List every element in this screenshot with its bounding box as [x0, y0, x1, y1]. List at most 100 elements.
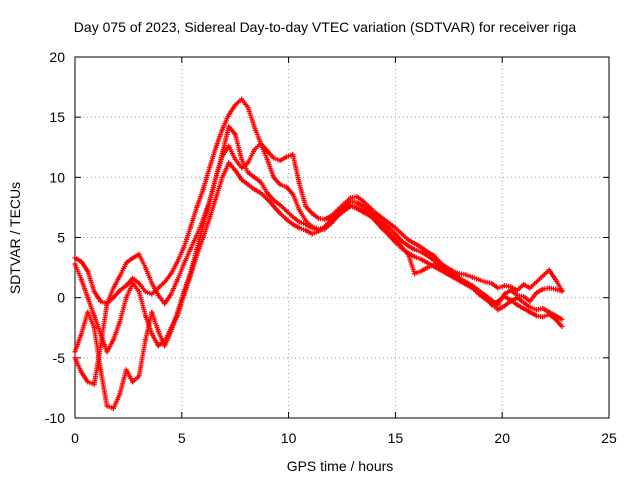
- data-point: [540, 286, 546, 292]
- data-point: [239, 156, 245, 162]
- data-point: [392, 239, 398, 245]
- data-point: [399, 231, 405, 237]
- data-point: [162, 338, 168, 344]
- data-point: [354, 204, 360, 210]
- data-point: [399, 238, 405, 244]
- data-point: [508, 287, 514, 293]
- data-point: [540, 314, 546, 320]
- data-point: [85, 268, 91, 274]
- data-point: [316, 228, 322, 234]
- data-point: [98, 367, 104, 373]
- data-point: [130, 255, 136, 261]
- data-point: [290, 221, 296, 227]
- data-point: [264, 190, 270, 196]
- data-point: [251, 147, 257, 153]
- x-tick-label: 10: [281, 430, 297, 446]
- series-track-d: [72, 160, 565, 355]
- data-point: [213, 174, 219, 180]
- data-point: [360, 207, 366, 213]
- data-point: [91, 381, 97, 387]
- data-point: [296, 207, 302, 213]
- y-tick-label: 20: [49, 49, 65, 65]
- data-point: [469, 274, 475, 280]
- data-point: [168, 291, 174, 297]
- data-point: [431, 257, 437, 263]
- data-point: [104, 349, 110, 355]
- data-point: [521, 305, 527, 311]
- data-point: [546, 309, 552, 315]
- data-point: [277, 182, 283, 188]
- data-point: [251, 174, 257, 180]
- data-point: [348, 202, 354, 208]
- data-point: [476, 277, 482, 283]
- data-point: [495, 307, 501, 313]
- data-point: [424, 265, 430, 271]
- data-point: [168, 271, 174, 277]
- data-point: [264, 148, 270, 154]
- data-point: [91, 289, 97, 295]
- data-point: [283, 208, 289, 214]
- data-point: [130, 280, 136, 286]
- data-point: [463, 272, 469, 278]
- data-point: [277, 210, 283, 216]
- data-point: [296, 180, 302, 186]
- data-point: [117, 273, 123, 279]
- data-point: [546, 267, 552, 273]
- data-point: [142, 337, 148, 343]
- data-point: [85, 379, 91, 385]
- data-point: [360, 198, 366, 204]
- data-point: [303, 203, 309, 209]
- y-tick-label: 5: [57, 230, 65, 246]
- data-point: [521, 281, 527, 287]
- data-point: [418, 244, 424, 250]
- data-point: [405, 237, 411, 243]
- data-point: [245, 160, 251, 166]
- data-point: [412, 271, 418, 277]
- data-point: [354, 194, 360, 200]
- data-point: [521, 293, 527, 299]
- data-point: [450, 274, 456, 280]
- data-point: [194, 253, 200, 259]
- data-point: [245, 105, 251, 111]
- data-point: [219, 126, 225, 132]
- data-point: [501, 303, 507, 309]
- data-point: [130, 379, 136, 385]
- data-point: [418, 268, 424, 274]
- data-series: [72, 96, 565, 411]
- data-point: [123, 260, 129, 266]
- data-point: [283, 216, 289, 222]
- data-point: [559, 289, 565, 295]
- data-point: [239, 177, 245, 183]
- data-point: [405, 243, 411, 249]
- data-point: [373, 219, 379, 225]
- data-point: [130, 275, 136, 281]
- y-axis-label: SDTVAR / TECUs: [7, 182, 23, 294]
- data-point: [98, 331, 104, 337]
- data-point: [232, 131, 238, 137]
- data-point: [110, 337, 116, 343]
- data-point: [277, 202, 283, 208]
- data-point: [194, 204, 200, 210]
- data-point: [78, 277, 84, 283]
- data-point: [207, 215, 213, 221]
- data-point: [123, 295, 129, 301]
- data-point: [309, 225, 315, 231]
- data-point: [456, 278, 462, 284]
- data-point: [168, 325, 174, 331]
- data-point: [219, 150, 225, 156]
- data-point: [424, 253, 430, 259]
- data-point: [335, 210, 341, 216]
- data-point: [501, 283, 507, 289]
- data-point: [226, 143, 232, 149]
- data-point: [271, 174, 277, 180]
- data-point: [527, 285, 533, 291]
- data-point: [290, 151, 296, 157]
- data-point: [155, 328, 161, 334]
- y-tick-label: -5: [53, 350, 66, 366]
- data-point: [155, 343, 161, 349]
- data-point: [309, 231, 315, 237]
- data-point: [489, 280, 495, 286]
- data-point: [245, 170, 251, 176]
- data-point: [175, 259, 181, 265]
- data-point: [117, 287, 123, 293]
